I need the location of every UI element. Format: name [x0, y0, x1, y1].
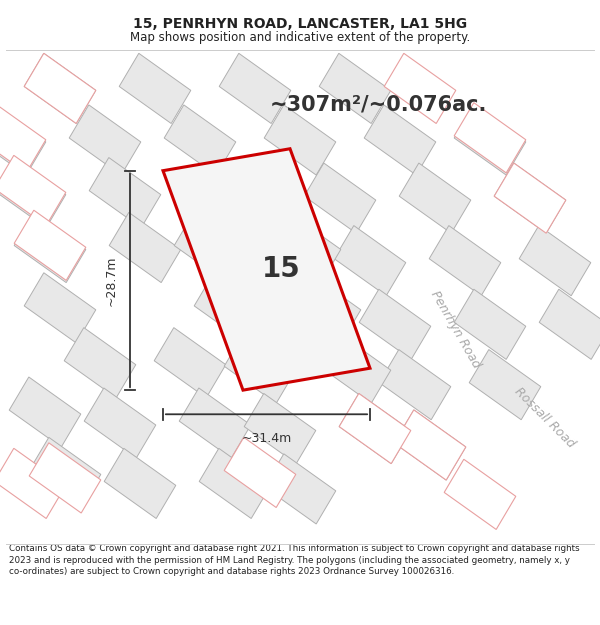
Polygon shape [84, 388, 156, 458]
Polygon shape [399, 163, 471, 233]
Polygon shape [0, 102, 46, 173]
Polygon shape [264, 454, 336, 524]
Polygon shape [9, 377, 81, 447]
Polygon shape [519, 226, 591, 296]
Polygon shape [359, 289, 431, 359]
Polygon shape [494, 163, 566, 233]
Polygon shape [334, 226, 406, 296]
Polygon shape [0, 156, 66, 226]
Polygon shape [64, 328, 136, 398]
Polygon shape [224, 333, 296, 403]
Polygon shape [0, 158, 66, 228]
Text: Penrhyn Road: Penrhyn Road [428, 289, 482, 371]
Polygon shape [289, 272, 361, 343]
Text: ~31.4m: ~31.4m [241, 432, 292, 445]
Polygon shape [179, 388, 251, 458]
Polygon shape [0, 105, 46, 175]
Polygon shape [384, 53, 456, 124]
Polygon shape [454, 105, 526, 175]
Polygon shape [364, 105, 436, 175]
Polygon shape [24, 53, 96, 124]
Polygon shape [199, 448, 271, 519]
Polygon shape [494, 163, 566, 233]
Polygon shape [69, 105, 141, 175]
Polygon shape [394, 410, 466, 480]
Polygon shape [24, 272, 96, 343]
Polygon shape [429, 226, 501, 296]
Polygon shape [219, 53, 291, 124]
Polygon shape [454, 289, 526, 359]
Polygon shape [539, 289, 600, 359]
Text: 15: 15 [262, 256, 301, 284]
Text: 15, PENRHYN ROAD, LANCASTER, LA1 5HG: 15, PENRHYN ROAD, LANCASTER, LA1 5HG [133, 17, 467, 31]
Polygon shape [0, 448, 66, 519]
Polygon shape [194, 272, 266, 343]
Polygon shape [163, 149, 370, 390]
Text: ~28.7m: ~28.7m [105, 255, 118, 306]
Polygon shape [379, 349, 451, 420]
Polygon shape [109, 213, 181, 282]
Polygon shape [29, 443, 101, 513]
Polygon shape [469, 349, 541, 420]
Polygon shape [29, 438, 101, 508]
Polygon shape [304, 163, 376, 233]
Polygon shape [394, 410, 466, 480]
Polygon shape [244, 394, 316, 464]
Text: Contains OS data © Crown copyright and database right 2021. This information is : Contains OS data © Crown copyright and d… [9, 544, 580, 576]
Polygon shape [89, 158, 161, 228]
Polygon shape [444, 459, 516, 529]
Polygon shape [319, 53, 391, 124]
Polygon shape [14, 210, 86, 281]
Polygon shape [164, 105, 236, 175]
Polygon shape [319, 333, 391, 403]
Polygon shape [454, 102, 526, 173]
Polygon shape [339, 394, 411, 464]
Polygon shape [264, 105, 336, 175]
Polygon shape [154, 328, 226, 398]
Text: ~307m²/~0.076ac.: ~307m²/~0.076ac. [270, 95, 487, 115]
Polygon shape [269, 213, 341, 282]
Polygon shape [104, 448, 176, 519]
Text: Map shows position and indicative extent of the property.: Map shows position and indicative extent… [130, 31, 470, 44]
Polygon shape [14, 213, 86, 282]
Polygon shape [174, 213, 246, 282]
Polygon shape [339, 394, 411, 464]
Polygon shape [224, 438, 296, 508]
Text: Rossall Road: Rossall Road [512, 385, 578, 451]
Polygon shape [119, 53, 191, 124]
Polygon shape [24, 53, 96, 124]
